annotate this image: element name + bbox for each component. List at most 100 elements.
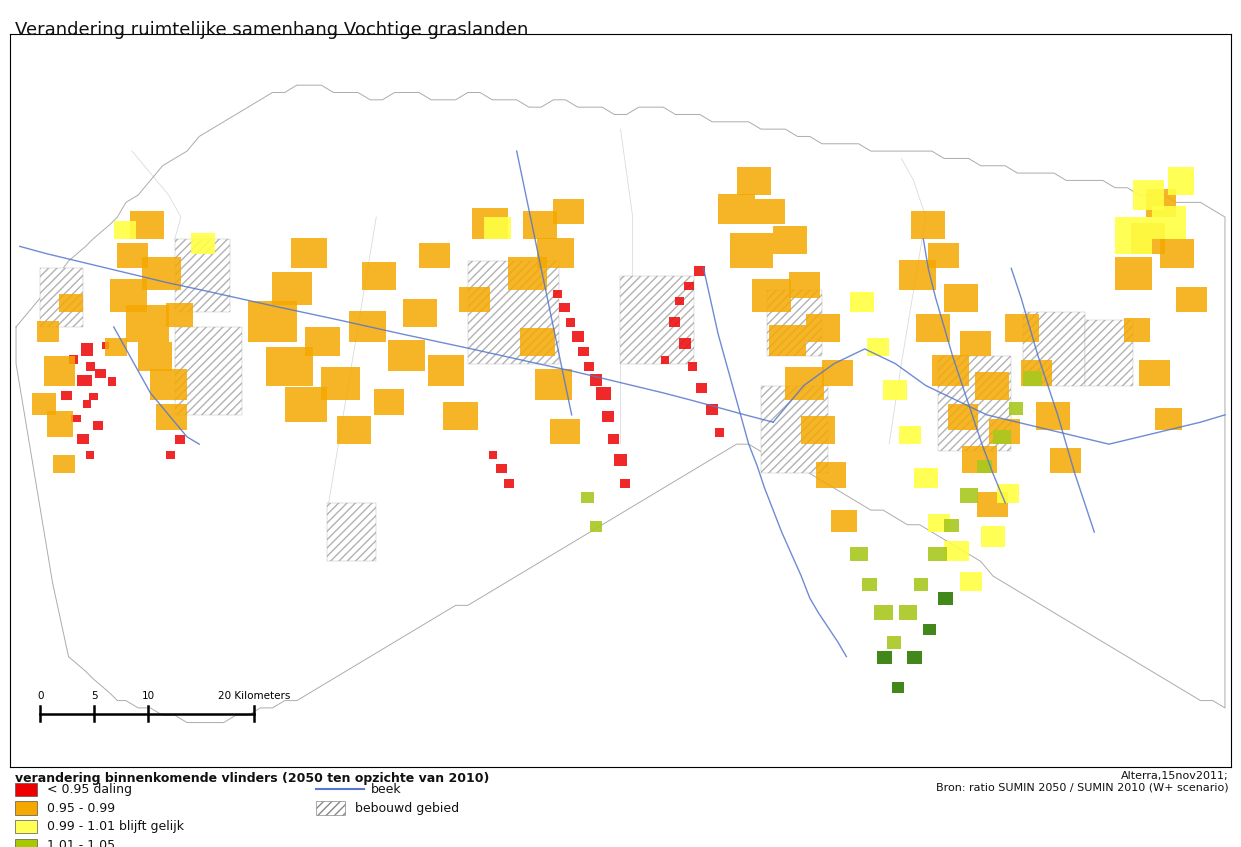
Bar — [1116, 217, 1152, 254]
Bar — [328, 503, 376, 562]
Bar — [589, 521, 602, 532]
Bar — [769, 325, 807, 357]
Bar — [755, 199, 786, 224]
Bar — [807, 313, 840, 341]
Bar — [114, 221, 135, 239]
Bar — [1145, 189, 1176, 217]
Bar — [715, 428, 725, 437]
Bar — [578, 346, 588, 357]
Bar — [694, 266, 705, 275]
Bar — [1009, 401, 1024, 415]
Bar — [1133, 180, 1164, 210]
Bar — [961, 330, 990, 357]
Bar — [77, 434, 89, 444]
Bar — [484, 217, 510, 239]
Bar — [553, 291, 562, 297]
Text: 5: 5 — [91, 690, 98, 700]
Bar — [675, 297, 684, 305]
Bar — [118, 243, 148, 268]
Bar — [290, 237, 328, 268]
Bar — [1021, 360, 1051, 385]
Bar — [875, 606, 892, 620]
Bar — [37, 321, 58, 341]
Bar — [41, 268, 83, 327]
Bar — [1005, 313, 1040, 341]
Bar — [52, 455, 74, 473]
Text: 20 Kilometers: 20 Kilometers — [218, 690, 290, 700]
Bar — [388, 340, 426, 371]
Bar — [938, 357, 1011, 451]
Bar — [472, 208, 508, 239]
Bar — [1139, 360, 1170, 385]
Bar — [731, 233, 773, 268]
Bar — [961, 573, 982, 590]
Bar — [267, 347, 313, 385]
Bar — [1152, 206, 1186, 239]
Bar — [688, 363, 697, 371]
Bar — [468, 261, 560, 363]
Bar — [944, 519, 959, 532]
Bar — [932, 355, 968, 385]
Bar — [141, 257, 181, 291]
Bar — [789, 272, 819, 297]
Bar — [830, 510, 858, 532]
Bar — [679, 338, 691, 349]
Bar — [1036, 401, 1070, 429]
Bar — [110, 280, 146, 313]
Bar — [535, 369, 572, 400]
Bar — [980, 526, 1005, 547]
Bar — [944, 541, 968, 562]
Bar — [928, 514, 951, 532]
Bar — [1085, 319, 1133, 385]
Bar — [1050, 448, 1081, 473]
Bar — [93, 421, 103, 429]
Bar — [321, 368, 360, 400]
Bar — [786, 368, 824, 400]
Bar — [850, 547, 869, 562]
Bar — [83, 400, 91, 407]
Bar — [974, 373, 1009, 400]
Text: beek: beek — [371, 783, 402, 796]
Bar — [175, 239, 230, 313]
Bar — [898, 259, 936, 291]
Bar — [284, 387, 328, 422]
Text: < 0.95 daling: < 0.95 daling — [47, 783, 132, 796]
Bar — [850, 291, 875, 313]
Bar — [1024, 371, 1041, 385]
Bar — [913, 468, 938, 488]
Bar — [660, 356, 669, 363]
Bar — [520, 329, 555, 357]
Bar — [620, 479, 630, 488]
Bar — [1168, 167, 1194, 195]
Bar — [496, 464, 506, 473]
Bar — [1155, 407, 1183, 429]
Bar — [443, 401, 478, 429]
Bar — [175, 435, 185, 444]
Text: 1.01 - 1.05: 1.01 - 1.05 — [47, 839, 115, 847]
Bar — [45, 357, 74, 385]
Bar — [138, 341, 172, 371]
Bar — [105, 338, 127, 357]
Bar — [150, 369, 187, 400]
Text: 10: 10 — [141, 690, 154, 700]
Bar — [928, 243, 959, 268]
Bar — [877, 650, 891, 664]
Bar — [125, 305, 169, 341]
Bar — [156, 404, 187, 429]
Bar — [997, 484, 1019, 503]
Text: Verandering ruimtelijke samenhang Vochtige graslanden: Verandering ruimtelijke samenhang Vochti… — [15, 21, 529, 39]
Bar — [614, 455, 627, 466]
Bar — [68, 355, 78, 363]
Bar — [719, 194, 755, 224]
Bar — [1160, 239, 1194, 268]
Bar — [537, 237, 575, 268]
Bar — [867, 338, 889, 357]
Bar — [862, 578, 877, 590]
Bar — [963, 446, 997, 473]
Bar — [977, 492, 1008, 518]
Bar — [248, 302, 297, 341]
Bar — [361, 263, 396, 291]
Bar — [602, 411, 614, 422]
Bar — [566, 318, 576, 327]
Bar — [944, 285, 978, 313]
